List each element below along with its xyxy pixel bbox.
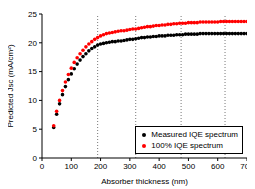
svg-text:200: 200 bbox=[94, 162, 108, 171]
svg-text:0: 0 bbox=[40, 162, 45, 171]
svg-text:400: 400 bbox=[152, 162, 166, 171]
svg-text:Predicted Jsc (mA/cm²): Predicted Jsc (mA/cm²) bbox=[8, 44, 15, 127]
svg-text:5: 5 bbox=[33, 125, 38, 134]
html-text:Measured IQE spectrum: Measured IQE spectrum bbox=[151, 130, 238, 139]
svg-text:100: 100 bbox=[65, 162, 79, 171]
svg-text:20: 20 bbox=[28, 39, 37, 48]
svg-text:500: 500 bbox=[182, 162, 196, 171]
svg-text:10: 10 bbox=[28, 96, 37, 105]
svg-text:700: 700 bbox=[240, 162, 247, 171]
svg-text:600: 600 bbox=[211, 162, 225, 171]
svg-text:300: 300 bbox=[123, 162, 137, 171]
svg-text:15: 15 bbox=[28, 67, 37, 76]
svg-text:25: 25 bbox=[28, 10, 37, 19]
html-text:100% IQE spectrum: 100% IQE spectrum bbox=[151, 141, 223, 150]
svg-text:Absorber thickness (nm): Absorber thickness (nm) bbox=[101, 177, 188, 186]
svg-text:0: 0 bbox=[33, 154, 38, 163]
